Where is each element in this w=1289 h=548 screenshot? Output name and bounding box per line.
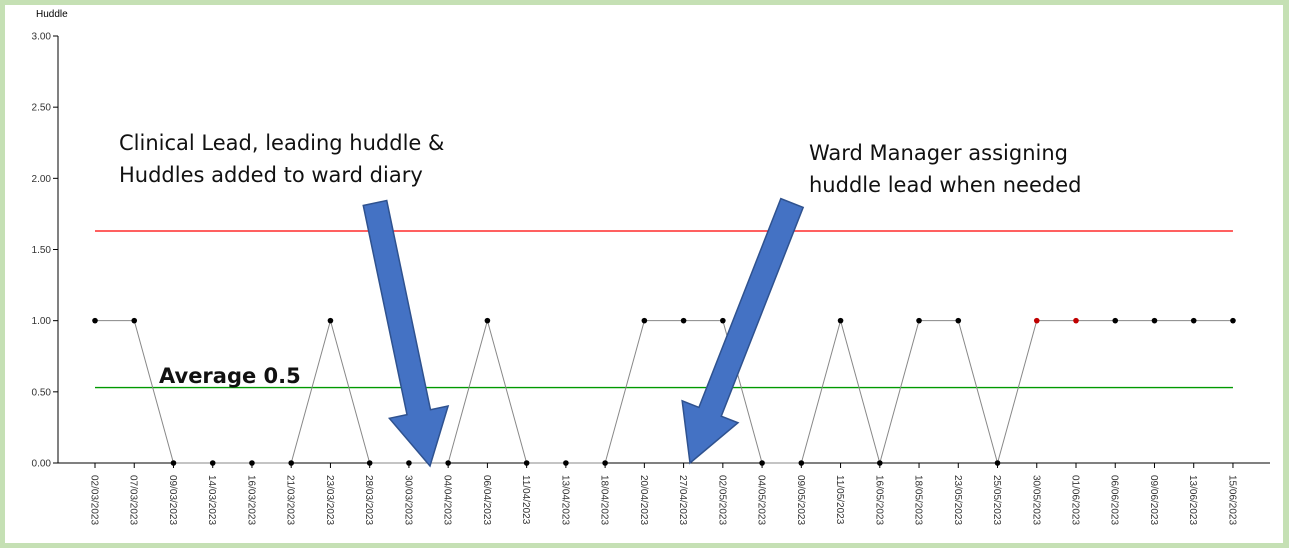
x-tick-label: 11/04/2023 xyxy=(520,475,531,525)
data-point xyxy=(759,460,765,466)
data-point xyxy=(680,317,687,324)
x-tick-label: 23/05/2023 xyxy=(952,475,963,525)
data-line xyxy=(95,318,1233,465)
data-point xyxy=(1230,317,1236,324)
data-point xyxy=(1073,317,1079,324)
arrow xyxy=(681,197,805,465)
data-point xyxy=(366,460,373,466)
x-tick-label: 21/03/2023 xyxy=(285,475,296,525)
x-tick-label: 06/06/2023 xyxy=(1109,475,1120,525)
data-point xyxy=(288,460,295,466)
x-tick-label: 07/03/2023 xyxy=(128,475,139,525)
x-tick-label: 23/03/2023 xyxy=(324,475,335,525)
y-tick-label: 1.50 xyxy=(32,245,52,256)
data-point xyxy=(1112,317,1119,324)
data-point xyxy=(916,317,922,324)
data-point xyxy=(406,460,412,466)
data-point xyxy=(1151,317,1158,324)
x-tick-label: 09/05/2023 xyxy=(795,475,806,525)
x-tick-label: 27/04/2023 xyxy=(677,475,688,525)
x-tick-label: 04/05/2023 xyxy=(756,475,767,525)
data-point xyxy=(641,317,648,324)
data-point xyxy=(484,317,491,324)
x-tick-label: 04/04/2023 xyxy=(442,475,453,525)
data-point xyxy=(327,317,334,324)
x-tick-label: 15/06/2023 xyxy=(1226,475,1237,525)
x-tick-label: 30/03/2023 xyxy=(402,475,413,525)
data-point xyxy=(249,460,255,466)
data-point xyxy=(209,460,216,466)
data-point xyxy=(1190,317,1197,324)
x-tick-label: 06/04/2023 xyxy=(481,475,492,525)
x-tick-label: 11/05/2023 xyxy=(834,475,845,525)
plot-background xyxy=(5,5,1283,543)
y-tick-label: 3.00 xyxy=(32,32,52,43)
arrow xyxy=(362,199,450,468)
x-tick-label: 02/03/2023 xyxy=(89,475,100,525)
data-point xyxy=(1033,317,1040,324)
data-point xyxy=(798,460,805,466)
y-tick-label: 2.50 xyxy=(32,103,52,114)
annotation: Average 0.5 xyxy=(159,364,301,388)
x-tick-label: 20/04/2023 xyxy=(638,475,649,525)
x-tick-label: 25/05/2023 xyxy=(991,475,1002,525)
data-point xyxy=(563,460,569,466)
x-tick-label: 16/03/2023 xyxy=(245,475,256,525)
data-point xyxy=(445,460,451,466)
y-tick-label: 0.50 xyxy=(32,387,52,398)
annotation: Huddles added to ward diary xyxy=(119,163,423,187)
data-point xyxy=(523,460,530,466)
y-tick-label: 0.00 xyxy=(32,459,52,470)
data-point xyxy=(131,317,138,324)
y-tick-label: 1.00 xyxy=(32,316,52,327)
x-tick-label: 28/03/2023 xyxy=(363,475,374,525)
x-tick-label: 01/06/2023 xyxy=(1070,475,1081,525)
y-tick-label: 2.00 xyxy=(32,174,52,185)
x-tick-label: 30/05/2023 xyxy=(1030,475,1041,525)
data-point xyxy=(720,317,726,324)
data-point xyxy=(877,460,883,466)
x-tick-label: 16/05/2023 xyxy=(873,475,884,525)
data-point xyxy=(170,460,177,466)
data-point xyxy=(92,317,98,324)
x-tick-label: 09/06/2023 xyxy=(1148,475,1159,525)
x-tick-label: 13/04/2023 xyxy=(559,475,570,525)
y-axis-label: Huddle xyxy=(36,9,68,20)
x-tick-label: 09/03/2023 xyxy=(167,475,178,525)
data-point xyxy=(602,460,608,466)
x-tick-label: 13/06/2023 xyxy=(1187,475,1198,525)
x-tick-label: 18/04/2023 xyxy=(599,475,610,525)
data-point xyxy=(994,460,1001,466)
data-point xyxy=(837,317,844,324)
x-tick-label: 18/05/2023 xyxy=(913,475,924,525)
x-tick-label: 02/05/2023 xyxy=(716,475,727,525)
annotation: huddle lead when needed xyxy=(809,173,1081,197)
annotation: Ward Manager assigning xyxy=(809,141,1068,165)
annotation: Clinical Lead, leading huddle & xyxy=(119,131,444,155)
data-point xyxy=(955,317,962,324)
x-tick-label: 14/03/2023 xyxy=(206,475,217,525)
